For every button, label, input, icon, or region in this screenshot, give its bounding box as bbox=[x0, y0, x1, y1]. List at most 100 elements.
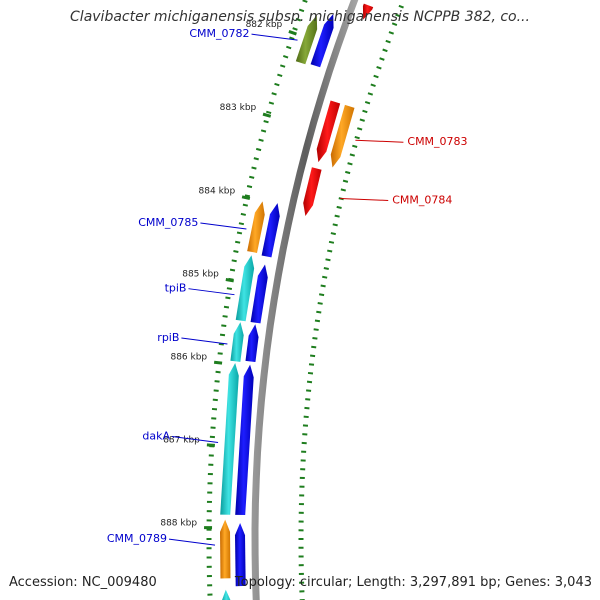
gene-label[interactable]: CMM_0782 bbox=[189, 27, 249, 40]
backbone-ring bbox=[251, 0, 359, 600]
tick-mark bbox=[342, 179, 349, 183]
tick-mark bbox=[292, 27, 298, 31]
major-tick bbox=[241, 195, 251, 201]
gene-label[interactable]: CMM_0789 bbox=[107, 532, 167, 545]
tick-mark bbox=[357, 127, 363, 131]
gene-label-leader bbox=[181, 337, 228, 345]
major-tick bbox=[262, 112, 272, 118]
tick-mark bbox=[253, 157, 259, 161]
map-title: Clavibacter michiganensis subsp. michiga… bbox=[70, 9, 530, 25]
tick-mark bbox=[309, 354, 316, 358]
tick-mark bbox=[266, 110, 272, 115]
tick-mark bbox=[233, 250, 239, 253]
major-tick bbox=[213, 360, 223, 365]
tick-mark bbox=[302, 0, 308, 3]
tick-mark bbox=[280, 64, 286, 68]
tick-mark bbox=[316, 310, 322, 314]
gene-label-leader bbox=[168, 538, 216, 546]
gene-label[interactable]: rpiB bbox=[157, 331, 179, 344]
gene-label-leader bbox=[188, 288, 235, 296]
cds-feature-red bbox=[316, 100, 341, 163]
tick-mark bbox=[345, 170, 351, 175]
scale-label: 883 kbp bbox=[220, 103, 257, 113]
tick-mark bbox=[379, 57, 385, 61]
tick-mark bbox=[322, 275, 328, 279]
tick-mark bbox=[398, 4, 404, 9]
tick-mark bbox=[215, 370, 221, 374]
tick-mark bbox=[367, 92, 374, 96]
tick-mark bbox=[271, 92, 277, 96]
tick-mark bbox=[373, 74, 379, 79]
gene-label[interactable]: CMM_0783 bbox=[407, 135, 467, 148]
tick-mark bbox=[274, 82, 280, 87]
tick-mark bbox=[391, 22, 398, 26]
cds-feature-blue bbox=[310, 14, 334, 68]
gene-label[interactable]: CMM_0785 bbox=[138, 216, 198, 229]
features bbox=[220, 3, 374, 600]
tick-mark bbox=[214, 380, 220, 383]
cds-feature-blue bbox=[250, 264, 268, 324]
cds-feature-cyan bbox=[222, 589, 231, 600]
tick-mark bbox=[286, 45, 292, 50]
tick-mark bbox=[246, 185, 253, 189]
tick-mark bbox=[223, 305, 230, 309]
tick-mark bbox=[318, 293, 325, 297]
tick-mark bbox=[295, 17, 301, 22]
scale-label: 884 kbp bbox=[199, 186, 236, 196]
tick-mark bbox=[385, 39, 391, 44]
tick-mark bbox=[238, 222, 245, 226]
tick-mark bbox=[352, 144, 358, 148]
gene-label-leader bbox=[355, 139, 404, 143]
tick-mark bbox=[376, 66, 382, 70]
gene-labels: CMM_0782 CMM_0783 CMM_0784 CMM_0785 tpiB rpiB… bbox=[107, 27, 468, 546]
tick-mark bbox=[219, 333, 226, 337]
tick-mark bbox=[306, 380, 313, 384]
tick-mark bbox=[340, 188, 346, 192]
scale-label: 882 kbp bbox=[246, 20, 283, 30]
tick-mark bbox=[359, 118, 365, 122]
tick-mark bbox=[255, 147, 262, 152]
cds-feature-orange bbox=[220, 519, 231, 579]
scale-labels: 882 kbp 883 kbp 884 kbp 885 kbp 886 kbp 887 k… bbox=[160, 20, 282, 528]
tick-mark bbox=[218, 342, 224, 346]
cds-feature-cyan bbox=[230, 322, 244, 362]
tick-mark bbox=[314, 319, 321, 323]
tick-mark bbox=[312, 336, 318, 340]
scale-label: 886 kbp bbox=[170, 352, 207, 362]
gene-label-leader bbox=[171, 435, 219, 443]
tick-mark bbox=[388, 31, 395, 35]
tick-mark bbox=[249, 175, 255, 179]
major-tick bbox=[225, 278, 234, 283]
tick-mark bbox=[251, 166, 257, 170]
tick-mark bbox=[260, 129, 267, 133]
gene-label[interactable]: CMM_0784 bbox=[392, 193, 452, 206]
cds-feature-blue bbox=[261, 203, 280, 258]
gene-label[interactable]: dakA bbox=[142, 429, 170, 442]
tick-mark bbox=[225, 296, 231, 300]
tick-mark bbox=[277, 73, 283, 78]
tick-mark bbox=[307, 371, 314, 375]
tick-mark bbox=[395, 13, 401, 18]
tick-mark bbox=[362, 109, 368, 114]
tick-mark bbox=[364, 100, 371, 105]
tick-mark bbox=[231, 259, 237, 263]
tick-mark bbox=[240, 212, 246, 216]
tick-mark bbox=[317, 302, 323, 305]
cds-feature-orange bbox=[330, 104, 355, 168]
tick-mark bbox=[229, 268, 236, 272]
tick-mark bbox=[311, 345, 317, 349]
cds-feature-red bbox=[303, 167, 322, 217]
scale-label: 887 kbp bbox=[163, 435, 200, 445]
tick-mark bbox=[325, 258, 331, 262]
gene-label[interactable]: tpiB bbox=[165, 282, 187, 295]
cds-feature-blue bbox=[235, 364, 254, 516]
tick-mark bbox=[306, 389, 312, 392]
tick-mark bbox=[289, 36, 295, 40]
tick-mark bbox=[298, 8, 305, 13]
scale-label: 888 kbp bbox=[160, 519, 197, 529]
tick-mark bbox=[258, 138, 264, 142]
tick-mark bbox=[313, 328, 319, 331]
tick-mark bbox=[236, 231, 243, 235]
tick-mark bbox=[226, 287, 233, 290]
